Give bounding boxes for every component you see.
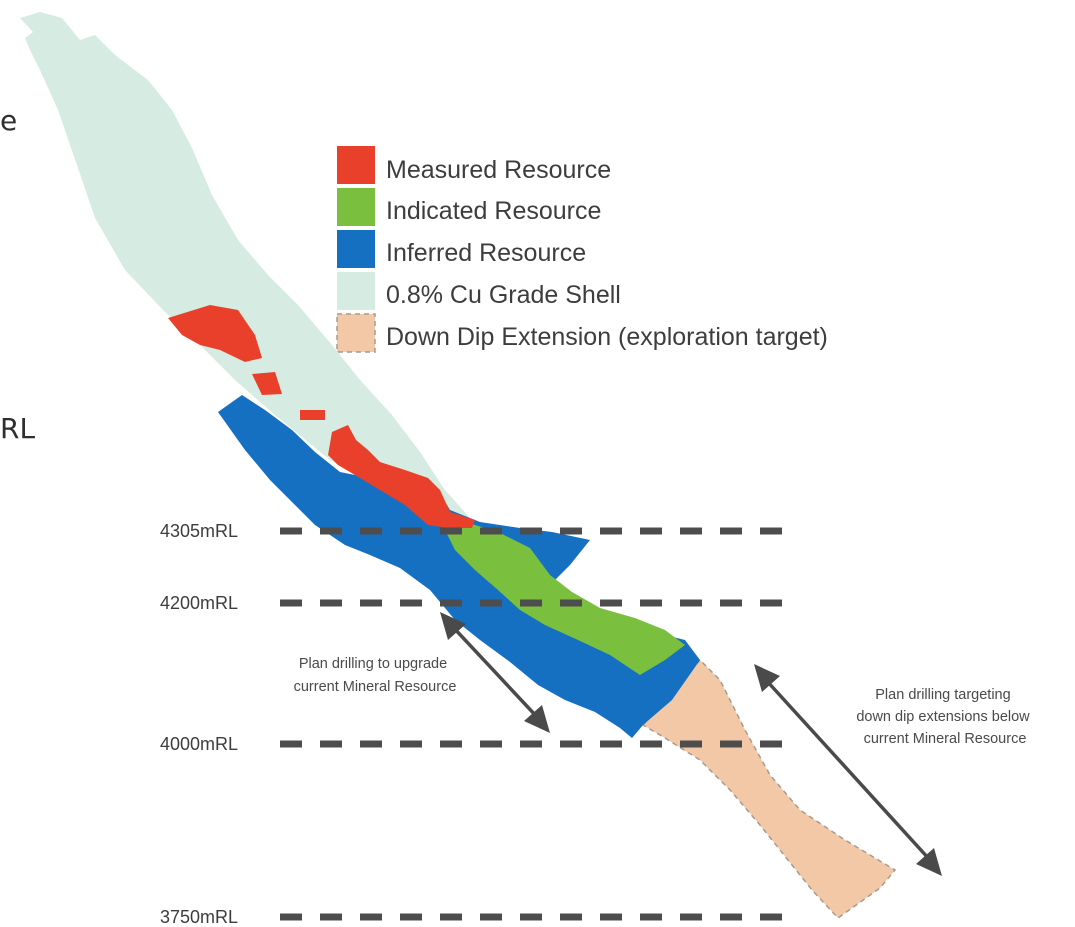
legend-swatch-indicated — [337, 188, 375, 226]
legend-swatch-inferred — [337, 230, 375, 268]
level-lines — [280, 527, 800, 921]
arrow-head-down-icon — [524, 705, 550, 733]
measured-resource-block-1 — [168, 305, 262, 362]
legend-label-inferred: Inferred Resource — [386, 239, 586, 267]
measured-resource-block-4 — [328, 425, 475, 528]
extension-drilling-note: Plan drilling targeting down dip extensi… — [856, 687, 1033, 747]
level-label-3750: 3750mRL — [160, 907, 238, 927]
cropped-text-fragment-mid: RL — [0, 412, 35, 445]
arrow-head-up-icon — [440, 612, 466, 640]
extension-note-line-3: current Mineral Resource — [864, 731, 1027, 747]
arrow-head-up-icon — [754, 664, 780, 692]
inferred-resource-area — [218, 395, 700, 738]
upgrade-note-line-1: Plan drilling to upgrade — [299, 656, 447, 672]
legend-label-indicated: Indicated Resource — [386, 197, 601, 225]
level-label-4000: 4000mRL — [160, 734, 238, 754]
legend-label-grade-shell: 0.8% Cu Grade Shell — [386, 281, 621, 309]
level-label-4200: 4200mRL — [160, 593, 238, 613]
level-label-4305: 4305mRL — [160, 521, 238, 541]
measured-resource-block-2 — [252, 372, 282, 395]
upgrade-note-line-2: current Mineral Resource — [294, 679, 457, 695]
extension-note-line-1: Plan drilling targeting — [875, 687, 1010, 703]
cropped-text-fragment-top: e — [0, 104, 17, 137]
legend-label-down-dip: Down Dip Extension (exploration target) — [386, 323, 828, 351]
legend: Measured Resource Indicated Resource Inf… — [336, 146, 828, 353]
measured-resource-block-3 — [300, 410, 325, 420]
legend-label-measured: Measured Resource — [386, 156, 611, 184]
legend-swatch-measured — [337, 146, 375, 184]
arrow-head-down-icon — [916, 848, 942, 876]
legend-swatch-down-dip — [336, 313, 376, 353]
extension-note-line-2: down dip extensions below — [856, 709, 1030, 725]
grade-shell-area — [20, 12, 470, 520]
extension-drilling-arrow — [754, 664, 942, 876]
down-dip-extension-area — [641, 658, 897, 919]
upgrade-drilling-arrow — [440, 612, 550, 733]
legend-swatch-grade-shell — [337, 272, 375, 310]
upgrade-drilling-note: Plan drilling to upgrade current Mineral… — [294, 656, 457, 695]
measured-resource-areas — [168, 305, 475, 528]
